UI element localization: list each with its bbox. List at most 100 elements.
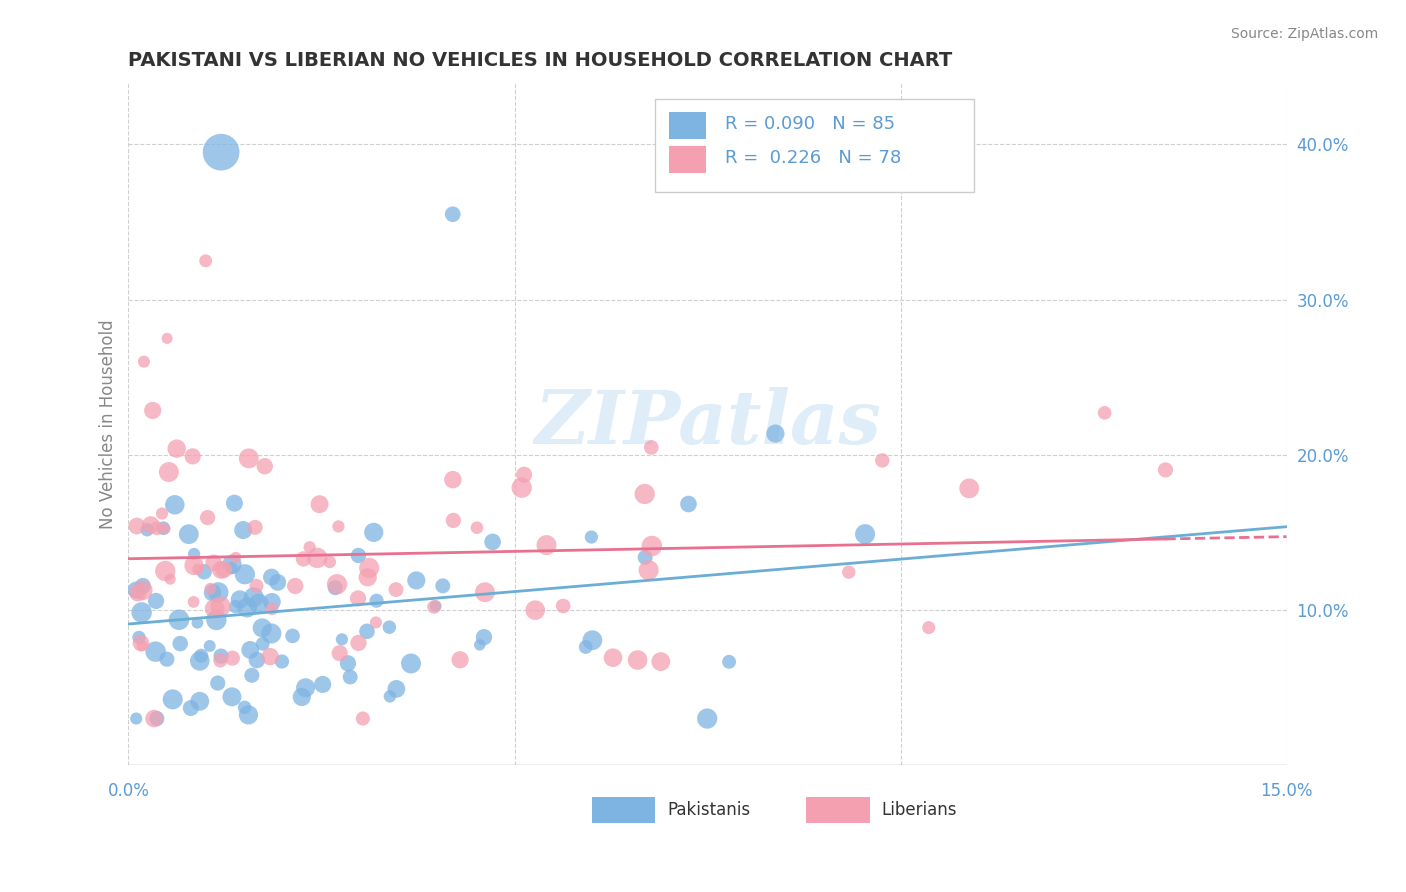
Point: [425, 599, 447, 613]
Point: [221, 561, 243, 575]
Point: [319, 555, 342, 569]
Point: [553, 599, 575, 613]
Point: [156, 331, 179, 345]
Point: [209, 563, 232, 577]
Point: [581, 633, 603, 648]
Point: [128, 631, 150, 645]
Point: [347, 549, 370, 563]
Point: [239, 643, 262, 657]
Point: [465, 521, 488, 535]
Point: [718, 655, 741, 669]
Point: [423, 599, 446, 614]
Point: [536, 538, 558, 552]
Point: [524, 603, 547, 617]
Point: [125, 712, 148, 726]
Point: [291, 690, 314, 704]
Point: [308, 497, 330, 511]
Point: [202, 556, 225, 570]
Point: [153, 522, 176, 536]
Point: [233, 700, 256, 714]
Point: [125, 583, 148, 598]
Text: R = 0.090   N = 85: R = 0.090 N = 85: [725, 115, 896, 133]
Point: [232, 523, 254, 537]
Point: [242, 591, 264, 605]
Point: [472, 630, 495, 644]
Point: [207, 585, 229, 599]
Point: [640, 441, 662, 455]
Point: [131, 606, 153, 620]
Point: [626, 653, 648, 667]
Point: [143, 712, 166, 726]
Point: [581, 530, 603, 544]
Text: Pakistanis: Pakistanis: [666, 801, 751, 819]
Point: [181, 450, 204, 464]
Point: [188, 694, 211, 708]
Point: [307, 550, 329, 565]
Point: [602, 650, 624, 665]
Point: [156, 652, 179, 666]
Point: [260, 595, 283, 609]
Point: [323, 581, 346, 595]
Point: [193, 565, 215, 579]
Point: [253, 459, 276, 474]
Point: [183, 547, 205, 561]
Text: PAKISTANI VS LIBERIAN NO VEHICLES IN HOUSEHOLD CORRELATION CHART: PAKISTANI VS LIBERIAN NO VEHICLES IN HOU…: [128, 51, 953, 70]
Y-axis label: No Vehicles in Household: No Vehicles in Household: [100, 319, 117, 529]
Point: [838, 565, 860, 579]
Point: [186, 615, 208, 630]
Point: [155, 564, 177, 578]
Point: [575, 640, 598, 654]
Point: [188, 654, 211, 668]
Point: [481, 535, 503, 549]
Point: [250, 621, 273, 635]
Point: [385, 582, 408, 597]
Point: [142, 403, 165, 417]
Point: [336, 657, 359, 671]
Point: [132, 579, 155, 593]
Point: [229, 592, 252, 607]
Point: [201, 585, 224, 599]
Point: [139, 517, 162, 532]
Point: [347, 591, 370, 606]
FancyBboxPatch shape: [669, 112, 706, 139]
Point: [474, 585, 496, 599]
Point: [271, 655, 294, 669]
Point: [146, 521, 169, 535]
Point: [918, 621, 941, 635]
Point: [347, 636, 370, 650]
FancyBboxPatch shape: [806, 797, 870, 823]
Point: [131, 639, 153, 653]
Point: [339, 670, 361, 684]
Point: [1154, 463, 1177, 477]
Point: [221, 690, 243, 704]
Point: [510, 481, 533, 495]
Point: [260, 626, 283, 640]
Point: [468, 638, 491, 652]
Point: [145, 645, 167, 659]
FancyBboxPatch shape: [669, 146, 706, 173]
Point: [363, 525, 385, 540]
Point: [696, 712, 718, 726]
Point: [247, 597, 270, 611]
Point: [284, 579, 307, 593]
Point: [441, 473, 464, 487]
Point: [194, 253, 217, 268]
Point: [399, 657, 422, 671]
Point: [225, 550, 247, 565]
Point: [246, 653, 269, 667]
Point: [366, 593, 388, 607]
Point: [328, 519, 350, 533]
Point: [359, 561, 381, 575]
Point: [378, 690, 401, 704]
Point: [678, 497, 700, 511]
Point: [236, 600, 259, 615]
Point: [243, 520, 266, 534]
Point: [125, 519, 148, 533]
Text: R =  0.226   N = 78: R = 0.226 N = 78: [725, 149, 901, 167]
Point: [298, 541, 321, 555]
Point: [221, 651, 243, 665]
Point: [177, 527, 200, 541]
Point: [204, 601, 226, 615]
Point: [364, 615, 387, 630]
Point: [183, 595, 205, 609]
